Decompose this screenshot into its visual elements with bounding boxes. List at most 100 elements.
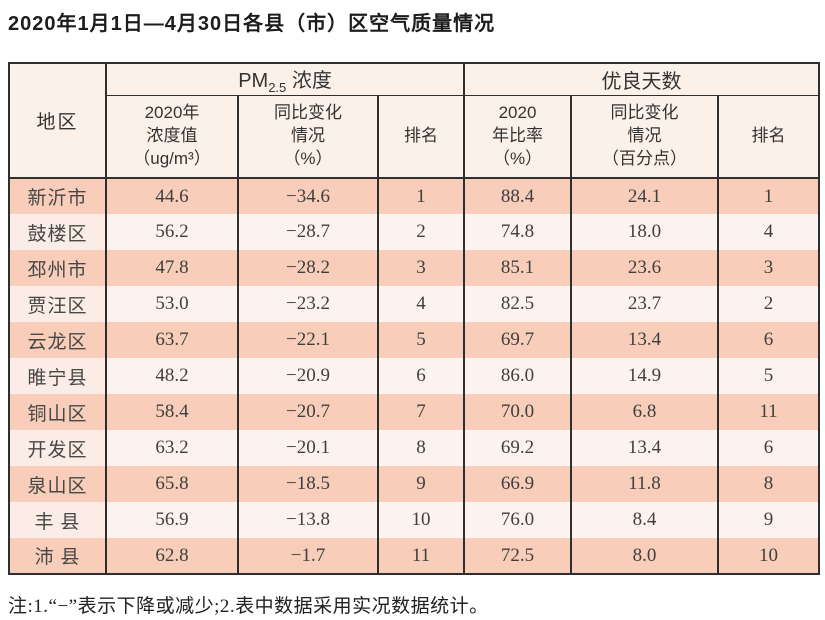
pm25-change-cell: −20.9: [237, 358, 379, 394]
good-rank-cell: 10: [717, 538, 821, 574]
pm25-change-cell: −28.7: [237, 214, 379, 250]
pm25-label-subscript: 2.5: [268, 80, 287, 95]
pm25-rank-cell: 11: [376, 538, 466, 574]
header-pm25-change: 同比变化 情况 （%）: [237, 95, 379, 179]
good-rank-cell: 11: [717, 394, 821, 430]
good-change-cell: 6.8: [570, 394, 720, 430]
pm25-rank-cell: 4: [376, 286, 466, 322]
pm25-rank-cell: 10: [376, 502, 466, 538]
pm25-value-cell: 47.8: [105, 250, 239, 286]
table-row: 丰 县 56.9 −13.8 10 76.0 8.4 9: [8, 502, 821, 538]
region-cell: 新沂市: [8, 178, 107, 214]
good-change-cell: 11.8: [570, 466, 720, 502]
pm25-value-cell: 58.4: [105, 394, 239, 430]
pm25-rank-cell: 6: [376, 358, 466, 394]
pm25-value-cell: 65.8: [105, 466, 239, 502]
good-rank-cell: 6: [717, 322, 821, 358]
table-row: 铜山区 58.4 −20.7 7 70.0 6.8 11: [8, 394, 821, 430]
pm25-change-cell: −13.8: [237, 502, 379, 538]
region-cell: 贾汪区: [8, 286, 107, 322]
pm25-rank-cell: 8: [376, 430, 466, 466]
good-change-cell: 13.4: [570, 322, 720, 358]
pm25-rank-cell: 9: [376, 466, 466, 502]
table-row: 云龙区 63.7 −22.1 5 69.7 13.4 6: [8, 322, 821, 358]
good-ratio-cell: 69.2: [463, 430, 573, 466]
good-ratio-cell: 74.8: [463, 214, 573, 250]
region-cell: 泉山区: [8, 466, 107, 502]
table-row: 睢宁县 48.2 −20.9 6 86.0 14.9 5: [8, 358, 821, 394]
pm25-change-cell: −34.6: [237, 178, 379, 214]
good-change-cell: 24.1: [570, 178, 720, 214]
pm25-change-cell: −22.1: [237, 322, 379, 358]
pm25-rank-cell: 5: [376, 322, 466, 358]
good-ratio-cell: 72.5: [463, 538, 573, 574]
good-rank-cell: 8: [717, 466, 821, 502]
region-cell: 睢宁县: [8, 358, 107, 394]
pm25-value-cell: 48.2: [105, 358, 239, 394]
table-row: 泉山区 65.8 −18.5 9 66.9 11.8 8: [8, 466, 821, 502]
pm25-value-cell: 56.2: [105, 214, 239, 250]
page-title: 2020年1月1日—4月30日各县（市）区空气质量情况: [8, 13, 496, 35]
pm25-value-cell: 63.7: [105, 322, 239, 358]
pm25-label-suffix: 浓度: [286, 70, 332, 92]
pm25-value-cell: 56.9: [105, 502, 239, 538]
good-rank-cell: 2: [717, 286, 821, 322]
pm25-change-cell: −23.2: [237, 286, 379, 322]
good-rank-cell: 9: [717, 502, 821, 538]
good-ratio-cell: 69.7: [463, 322, 573, 358]
header-group-good-days: 优良天数: [463, 63, 821, 96]
table-header: 地区 PM2.5 浓度 优良天数 2020年 浓度值 （ug/m³） 同比变化 …: [8, 63, 821, 179]
footnote: 注:1.“−”表示下降或减少;2.表中数据采用实况数据统计。: [8, 596, 489, 617]
region-cell: 鼓楼区: [8, 214, 107, 250]
good-ratio-cell: 70.0: [463, 394, 573, 430]
good-rank-cell: 1: [717, 178, 821, 214]
pm25-value-cell: 44.6: [105, 178, 239, 214]
table-row: 鼓楼区 56.2 −28.7 2 74.8 18.0 4: [8, 214, 821, 250]
good-change-cell: 18.0: [570, 214, 720, 250]
good-ratio-cell: 86.0: [463, 358, 573, 394]
header-sub-row: 2020年 浓度值 （ug/m³） 同比变化 情况 （%） 排名 2020 年比…: [9, 95, 821, 179]
region-cell: 丰 县: [8, 502, 107, 538]
good-ratio-cell: 66.9: [463, 466, 573, 502]
header-group-pm25: PM2.5 浓度: [104, 63, 466, 96]
pm25-value-cell: 63.2: [105, 430, 239, 466]
pm25-rank-cell: 2: [376, 214, 466, 250]
good-ratio-cell: 88.4: [463, 178, 573, 214]
good-ratio-cell: 85.1: [463, 250, 573, 286]
pm25-rank-cell: 1: [376, 178, 466, 214]
header-good-rank: 排名: [717, 95, 821, 179]
header-pm25-rank: 排名: [376, 95, 466, 179]
good-change-cell: 14.9: [570, 358, 720, 394]
pm25-value-cell: 62.8: [105, 538, 239, 574]
air-quality-table: 地区 PM2.5 浓度 优良天数 2020年 浓度值 （ug/m³） 同比变化 …: [8, 62, 821, 575]
region-cell: 沛 县: [8, 538, 107, 574]
region-cell: 邳州市: [8, 250, 107, 286]
pm25-label-prefix: PM: [238, 70, 269, 92]
header-good-ratio: 2020 年比率 （%）: [463, 95, 573, 179]
good-change-cell: 8.4: [570, 502, 720, 538]
header-pm25-value: 2020年 浓度值 （ug/m³）: [105, 95, 239, 179]
pm25-change-cell: −28.2: [237, 250, 379, 286]
table-row: 沛 县 62.8 −1.7 11 72.5 8.0 10: [8, 538, 821, 574]
pm25-change-cell: −20.1: [237, 430, 379, 466]
good-change-cell: 23.7: [570, 286, 720, 322]
good-change-cell: 8.0: [570, 538, 720, 574]
good-rank-cell: 4: [717, 214, 821, 250]
region-cell: 开发区: [8, 430, 107, 466]
good-rank-cell: 6: [717, 430, 821, 466]
region-cell: 云龙区: [8, 322, 107, 358]
header-region: 地区: [8, 63, 107, 179]
good-rank-cell: 3: [717, 250, 821, 286]
table-body: 新沂市 44.6 −34.6 1 88.4 24.1 1 鼓楼区 56.2 −28.7 2 74.8 1…: [8, 178, 821, 574]
table-row: 贾汪区 53.0 −23.2 4 82.5 23.7 2: [8, 286, 821, 322]
pm25-change-cell: −18.5: [237, 466, 379, 502]
pm25-value-cell: 53.0: [105, 286, 239, 322]
table-row: 邳州市 47.8 −28.2 3 85.1 23.6 3: [8, 250, 821, 286]
header-good-change: 同比变化 情况 （百分点）: [570, 95, 720, 179]
good-rank-cell: 5: [717, 358, 821, 394]
table-row: 开发区 63.2 −20.1 8 69.2 13.4 6: [8, 430, 821, 466]
good-change-cell: 13.4: [570, 430, 720, 466]
region-cell: 铜山区: [8, 394, 107, 430]
good-ratio-cell: 82.5: [463, 286, 573, 322]
